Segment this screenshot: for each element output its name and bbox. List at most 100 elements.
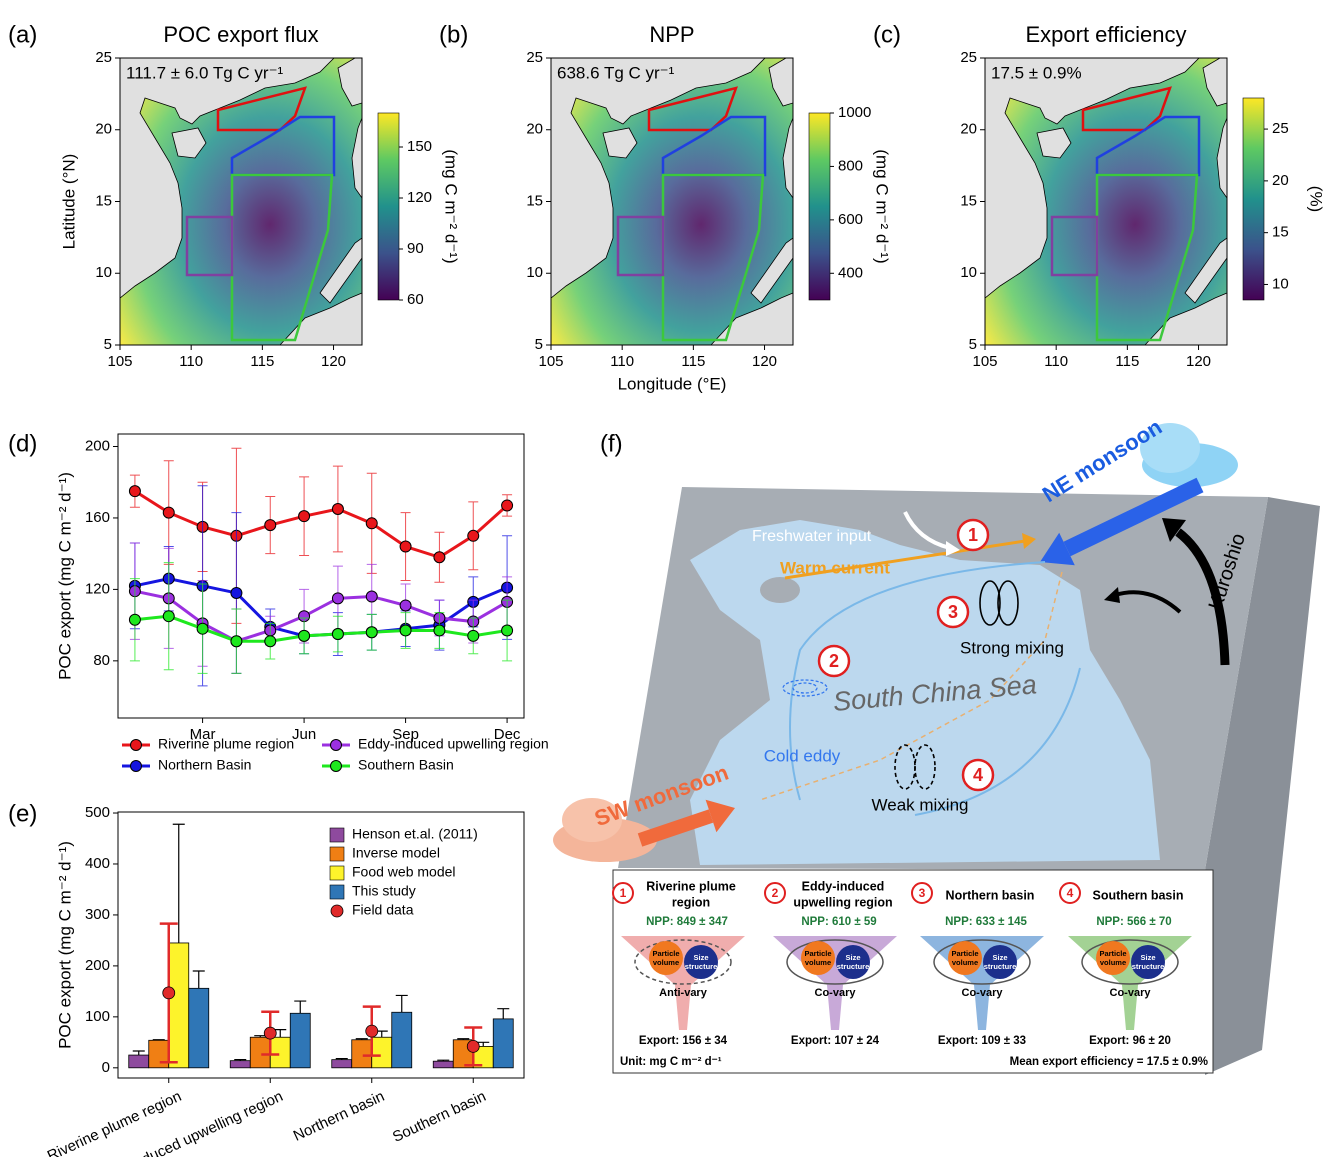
y-tick-label: 10: [960, 264, 977, 281]
marker-number: 1: [968, 525, 978, 545]
cloud: [562, 798, 622, 842]
error-bar: [497, 1008, 510, 1019]
gear-label: volume: [653, 958, 679, 967]
bar: [289, 1012, 311, 1069]
y-tick-label: 5: [535, 336, 543, 353]
colorbar-tick-label: 120: [407, 189, 432, 206]
sea: [690, 520, 1160, 865]
point: [399, 624, 412, 637]
region-number: 2: [772, 886, 779, 900]
error-bar: [355, 1038, 368, 1040]
current: [789, 561, 1046, 801]
panel-label: (f): [600, 430, 623, 457]
series-line: [134, 489, 509, 559]
error-bar: [172, 823, 185, 943]
bar: [249, 1036, 271, 1069]
region-export: Export: 109 ± 33: [938, 1035, 1026, 1047]
y-tick-label: 300: [85, 906, 110, 923]
point: [128, 485, 141, 498]
region-title: region: [672, 895, 710, 909]
marker-number: 3: [948, 602, 958, 622]
point: [433, 551, 446, 564]
x-axis-label: Longitude (°E): [618, 374, 727, 393]
field-point: [466, 1040, 480, 1053]
bar: [229, 1060, 251, 1069]
bar: [148, 1039, 170, 1069]
colorbar-tick-label: 20: [1272, 172, 1289, 189]
map-annotation: 638.6 Tg C yr⁻¹: [557, 63, 675, 82]
point: [162, 610, 175, 623]
marker-circle: [956, 518, 990, 552]
y-tick-label: 15: [526, 192, 543, 209]
region-npp: NPP: 610 ± 59: [801, 916, 876, 928]
cycle: [634, 939, 732, 985]
map-title: POC export flux: [163, 22, 318, 47]
unit-label: Unit: mg C m⁻² d⁻¹: [620, 1056, 722, 1068]
legend-label: Eddy-induced upwelling region: [358, 736, 549, 752]
error-bar: [192, 970, 205, 989]
mixing: [997, 580, 1019, 626]
colorbar: [1242, 97, 1265, 301]
legend-swatch: [329, 865, 345, 881]
error-bar: [294, 1000, 307, 1014]
point: [365, 626, 378, 639]
legend-swatch: [329, 846, 345, 862]
cycle: [1081, 939, 1179, 985]
gear-label: structure: [685, 962, 718, 971]
map-annotation: 111.7 ± 6.0 Tg C yr⁻¹: [126, 63, 284, 82]
legend-label: Food web model: [352, 864, 456, 880]
cycle: [933, 939, 1031, 985]
marker-number: 2: [829, 651, 839, 671]
x-tick-label: 120: [1186, 353, 1211, 370]
colorbar: [808, 112, 831, 301]
cold-eddy-label: Cold eddy: [764, 746, 841, 765]
legend-swatch: [329, 884, 345, 900]
point: [467, 529, 480, 542]
colorbar-tick-label: 400: [838, 264, 863, 281]
arrow-head: [946, 541, 960, 556]
point: [230, 635, 243, 648]
y-tick-label: 25: [526, 49, 543, 66]
legend-label: Riverine plume region: [158, 736, 294, 752]
y-tick-label: 15: [95, 192, 112, 209]
bar: [269, 1036, 291, 1069]
legend-label: Henson et.al. (2011): [352, 826, 478, 842]
x-tick-label: Northern basin: [291, 1088, 387, 1145]
legend-label: Field data: [352, 902, 414, 918]
region-relation: Co-vary: [815, 987, 857, 999]
region-title: upwelling region: [793, 895, 892, 909]
legend-marker: [130, 760, 142, 772]
region-number-circle: [764, 882, 786, 904]
point: [298, 629, 311, 642]
x-tick-label: Dec: [494, 726, 521, 743]
region-number: 1: [620, 886, 627, 900]
y-tick-label: 5: [104, 336, 112, 353]
error-bar: [132, 1050, 145, 1056]
bar: [371, 1036, 393, 1069]
y-tick-label: 15: [960, 192, 977, 209]
y-tick-label: 500: [85, 804, 110, 821]
gear-label: Particle: [652, 949, 679, 958]
point: [264, 519, 277, 532]
region-export: Export: 156 ± 34: [639, 1035, 728, 1047]
island: [760, 577, 800, 603]
plot-frame: [117, 811, 525, 1079]
region-relation: Co-vary: [1110, 987, 1152, 999]
colorbar-tick-label: 15: [1272, 224, 1289, 241]
region-number-circle: [911, 882, 933, 904]
panel-label: (e): [8, 800, 37, 827]
error-bar: [457, 1038, 470, 1040]
bar: [351, 1039, 373, 1069]
point: [501, 624, 514, 637]
panel-label: (d): [8, 430, 37, 457]
arrow-head: [1162, 518, 1186, 542]
legend-label: Northern Basin: [158, 757, 251, 773]
gear: [1096, 941, 1130, 975]
y-axis-label: POC export (mg C m⁻² d⁻¹): [55, 841, 74, 1049]
map-title: Export efficiency: [1025, 22, 1186, 47]
y-tick-label: 10: [95, 264, 112, 281]
bar: [128, 1054, 150, 1069]
legend-marker: [330, 739, 342, 751]
eddy: [792, 682, 818, 694]
